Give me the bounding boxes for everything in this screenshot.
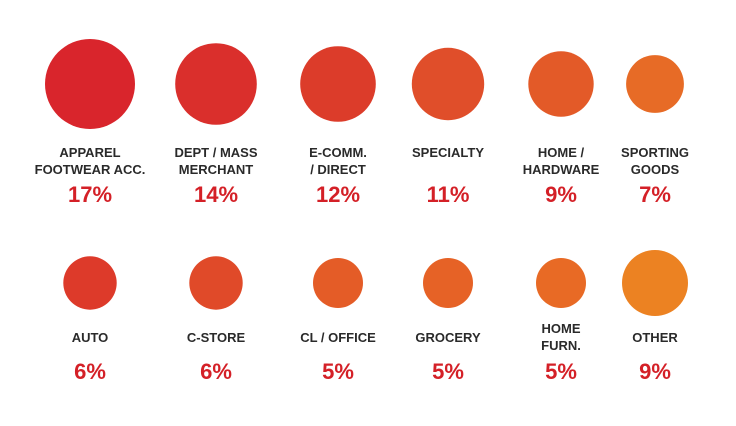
value-label-cl-office: 5%: [322, 359, 354, 384]
category-label-line: HOME /: [538, 145, 585, 160]
value-label-dept-mass-merchant: 14%: [194, 182, 238, 207]
value-label-home-furn: 5%: [545, 359, 577, 384]
bubble-apparel-footwear-acc: [45, 39, 135, 129]
category-label-line: SPORTING: [621, 145, 689, 160]
bubbles-layer: [45, 39, 688, 316]
value-label-auto: 6%: [74, 359, 106, 384]
bubble-specialty: [411, 47, 485, 121]
category-label-dept-mass-merchant: DEPT / MASS MERCHANT: [174, 145, 257, 177]
bubble-dept-mass-merchant: [175, 43, 257, 125]
category-label-line: FOOTWEAR ACC.: [35, 162, 146, 177]
category-label-line: DEPT / MASS: [174, 145, 257, 160]
value-label-specialty: 11%: [427, 182, 470, 207]
bubble-sporting-goods: [626, 55, 684, 113]
value-label-home-hardware: 9%: [545, 182, 577, 207]
category-label-line: OTHER: [632, 330, 678, 345]
bubble-home-furn: [536, 258, 586, 308]
category-label-line: CL / OFFICE: [300, 330, 376, 345]
category-label-line: SPECIALTY: [412, 145, 484, 160]
category-label-sporting-goods: SPORTING GOODS: [621, 145, 689, 177]
value-label-apparel-footwear-acc: 17%: [68, 182, 112, 207]
value-label-c-store: 6%: [200, 359, 232, 384]
category-label-specialty: SPECIALTY: [412, 145, 484, 160]
category-label-grocery: GROCERY: [415, 330, 481, 345]
bubble-c-store: [189, 256, 243, 310]
category-label-line: HOME: [542, 321, 581, 336]
category-label-line: HARDWARE: [523, 162, 600, 177]
category-label-line: MERCHANT: [179, 162, 253, 177]
bubble-e-comm-direct: [300, 46, 376, 122]
value-label-other: 9%: [639, 359, 671, 384]
category-label-line: AUTO: [72, 330, 109, 345]
category-label-home-hardware: HOME / HARDWARE: [523, 145, 600, 177]
value-label-sporting-goods: 7%: [639, 182, 671, 207]
values-layer: 17% 14% 12% 11% 9% 7% 6% 6% 5% 5% 5% 9%: [68, 182, 671, 384]
category-label-c-store: C-STORE: [187, 330, 246, 345]
category-label-line: APPAREL: [59, 145, 120, 160]
category-label-other: OTHER: [632, 330, 678, 345]
bubble-grocery: [423, 258, 473, 308]
category-label-cl-office: CL / OFFICE: [300, 330, 376, 345]
category-label-line: E-COMM.: [309, 145, 367, 160]
category-label-apparel-footwear-acc: APPAREL FOOTWEAR ACC.: [35, 145, 146, 177]
bubble-auto: [63, 256, 117, 310]
value-label-grocery: 5%: [432, 359, 464, 384]
bubble-other: [622, 250, 688, 316]
value-label-e-comm-direct: 12%: [316, 182, 360, 207]
bubble-cl-office: [313, 258, 363, 308]
category-label-line: GOODS: [631, 162, 680, 177]
category-label-line: GROCERY: [415, 330, 481, 345]
category-label-auto: AUTO: [72, 330, 109, 345]
category-label-line: C-STORE: [187, 330, 246, 345]
category-label-line: / DIRECT: [310, 162, 366, 177]
labels-layer: APPAREL FOOTWEAR ACC. DEPT / MASS MERCHANT E…: [35, 145, 689, 353]
bubble-home-hardware: [528, 51, 594, 117]
category-label-e-comm-direct: E-COMM. / DIRECT: [309, 145, 367, 177]
category-label-home-furn: HOME FURN.: [541, 321, 581, 353]
category-label-line: FURN.: [541, 338, 581, 353]
